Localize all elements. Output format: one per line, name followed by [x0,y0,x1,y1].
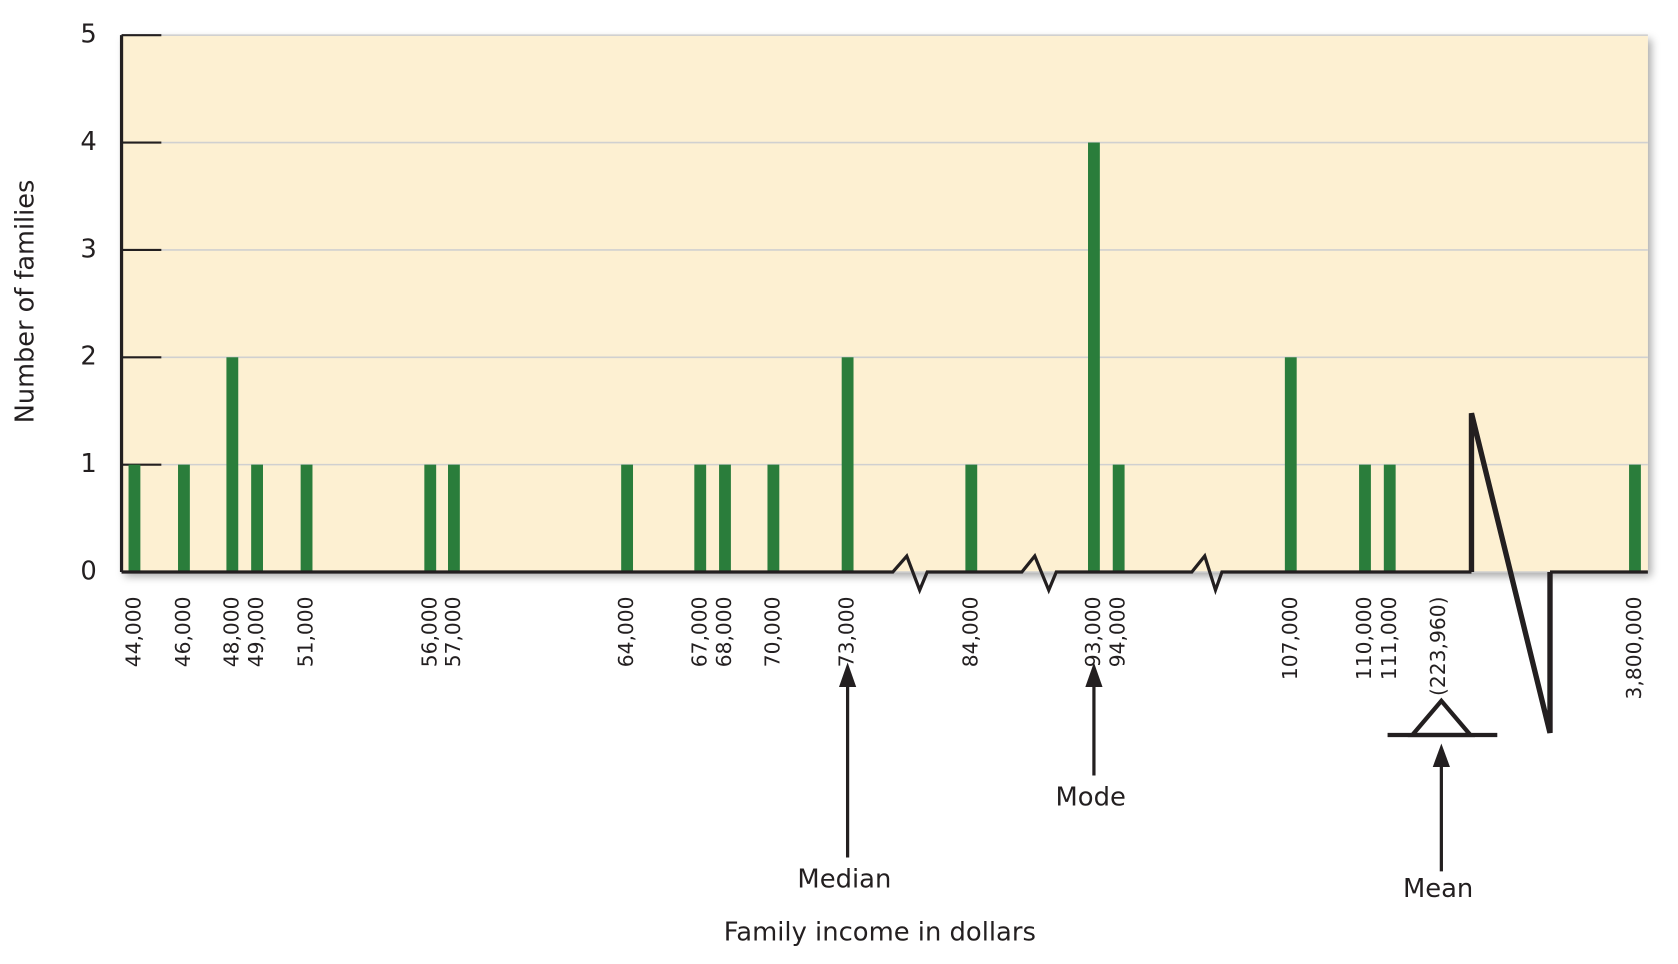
mode-arrow [1085,662,1103,776]
median-arrow [839,662,857,858]
bar [226,357,239,573]
x-tick-label: 70,000 [760,597,784,668]
bar [1629,464,1641,573]
bar [178,464,190,573]
plot-area [121,35,1648,573]
bar [424,464,437,573]
bar [965,464,978,573]
bar [1112,464,1125,573]
bar [767,464,780,573]
y-tick-label: 0 [80,557,96,587]
y-axis-title: Number of families [10,180,40,423]
x-tick-label: 107,000 [1278,597,1302,681]
y-tick-label: 5 [80,20,96,50]
x-tick-label: 48,000 [219,597,243,668]
bar [448,464,460,573]
bar [1359,464,1371,573]
x-tick-label: 93,000 [1081,597,1105,668]
bar [621,464,634,573]
bar [1383,464,1396,573]
x-tick-label: 44,000 [121,597,145,668]
bar [694,464,707,573]
x-tick-label: 51,000 [293,597,317,668]
median-label: Median [797,864,891,894]
x-axis [121,552,1472,596]
bar [1284,357,1297,573]
grid [121,34,1648,574]
y-tick-label: 2 [80,342,96,372]
x-tick-label: 84,000 [958,597,982,668]
mode-label: Mode [1056,782,1126,812]
bar [300,464,313,573]
x-tick-label: 67,000 [687,597,711,668]
y-tick-label: 3 [80,234,96,264]
x-tick-label: 68,000 [712,597,736,668]
bar [251,464,263,573]
x-tick-label: 73,000 [835,597,859,668]
y-tick-label: 1 [80,449,96,479]
bars [128,142,1641,573]
x-tick-label: 57,000 [441,597,465,668]
x-tick-label: 94,000 [1106,597,1130,668]
bar [719,464,731,573]
mean-label: Mean [1403,874,1473,904]
mean-value-label: (223,960) [1426,597,1450,696]
x-tick-label: 49,000 [244,597,268,668]
x-tick-label: 64,000 [614,597,638,668]
bar [841,357,854,573]
bar [1088,142,1100,573]
x-axis-title: Family income in dollars [724,918,1036,948]
x-tick-label: 110,000 [1352,597,1376,681]
x-tick-label: 56,000 [417,597,441,668]
axis-break [1468,412,1553,734]
y-tick-label: 4 [80,127,96,157]
x-tick-label: 3,800,000 [1622,597,1646,700]
x-tick-label: 46,000 [171,597,195,668]
x-tick-label: 111,000 [1377,597,1401,681]
bar [128,464,141,573]
mean-fulcrum [1387,697,1498,872]
